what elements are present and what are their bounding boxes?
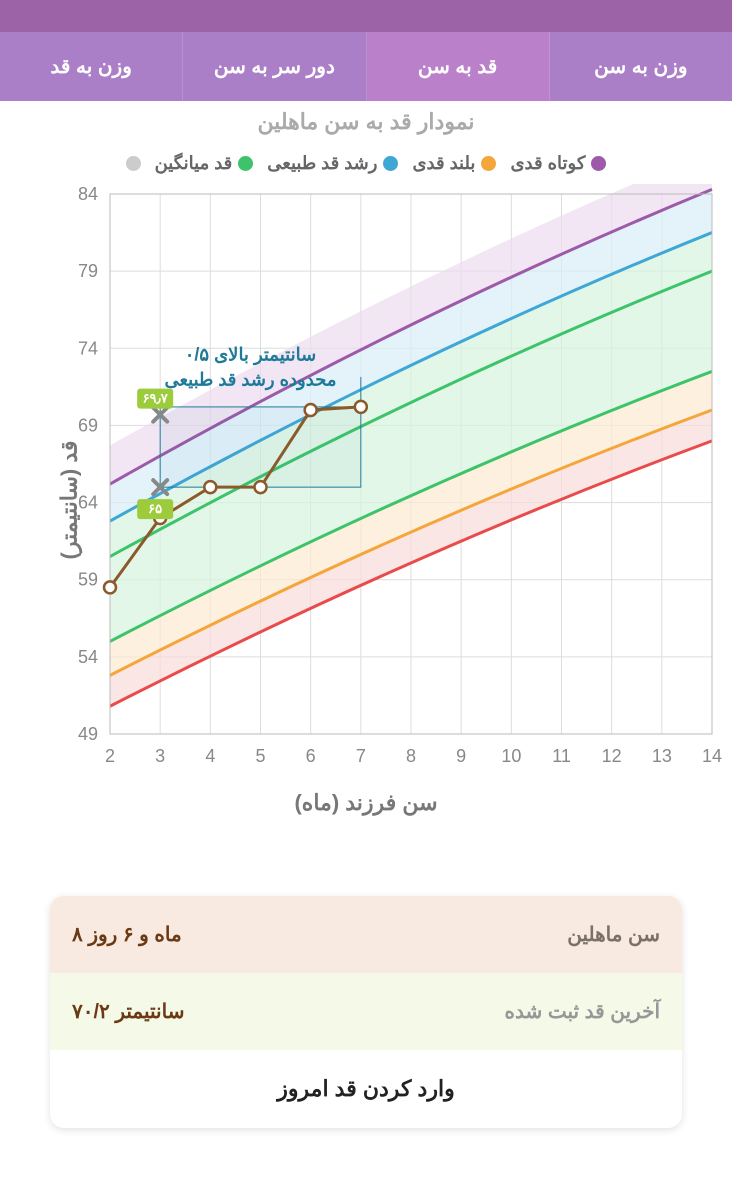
- svg-text:14: 14: [702, 746, 722, 766]
- svg-text:74: 74: [78, 338, 98, 358]
- y-axis-label: قد (سانتیمتر): [56, 441, 82, 560]
- svg-text:10: 10: [501, 746, 521, 766]
- age-value: ۸ ماه و ۶ روز: [72, 922, 182, 947]
- svg-text:11: 11: [552, 746, 571, 766]
- chart-container: قد (سانتیمتر) 49545964697479842345678910…: [0, 184, 732, 816]
- svg-text:6: 6: [306, 746, 316, 766]
- legend-dot-icon: [238, 156, 253, 171]
- status-bar: [0, 0, 732, 32]
- legend-dot-icon: [126, 156, 141, 171]
- legend-item: کوتاه قدی: [510, 153, 606, 174]
- svg-text:۶۵: ۶۵: [148, 501, 162, 516]
- svg-text:4: 4: [205, 746, 215, 766]
- svg-text:3: 3: [155, 746, 165, 766]
- x-axis-label: سن فرزند (ماه): [0, 790, 732, 816]
- svg-text:54: 54: [78, 647, 98, 667]
- svg-text:49: 49: [78, 724, 98, 744]
- svg-text:59: 59: [78, 570, 98, 590]
- legend-dot-icon: [591, 156, 606, 171]
- last-height-label: آخرین قد ثبت شده: [505, 999, 660, 1024]
- tab-weight-age[interactable]: وزن به سن: [550, 32, 732, 101]
- svg-text:13: 13: [652, 746, 672, 766]
- legend-item: بلند قدی: [412, 153, 496, 174]
- age-label: سن ماهلین: [567, 922, 660, 947]
- legend-dot-icon: [481, 156, 496, 171]
- last-height-row: آخرین قد ثبت شده ۷۰/۲ سانتیمتر: [50, 973, 682, 1050]
- tab-weight-height[interactable]: وزن به قد: [0, 32, 183, 101]
- legend-label: قد میانگین: [155, 153, 233, 174]
- chart-title: نمودار قد به سن ماهلین: [0, 109, 732, 135]
- svg-text:79: 79: [78, 261, 98, 281]
- svg-text:2: 2: [105, 746, 115, 766]
- info-card: سن ماهلین ۸ ماه و ۶ روز آخرین قد ثبت شده…: [50, 896, 682, 1128]
- legend-item: رشد قد طبیعی: [267, 153, 398, 174]
- svg-text:8: 8: [406, 746, 416, 766]
- tab-bar: وزن به سن قد به سن دور سر به سن وزن به ق…: [0, 32, 732, 101]
- legend-item: [126, 153, 141, 174]
- last-height-value: ۷۰/۲ سانتیمتر: [72, 999, 184, 1024]
- svg-text:7: 7: [356, 746, 366, 766]
- tab-height-age[interactable]: قد به سن: [367, 32, 550, 101]
- svg-text:69: 69: [78, 415, 98, 435]
- svg-text:84: 84: [78, 184, 98, 204]
- legend-item: قد میانگین: [155, 153, 254, 174]
- growth-chart[interactable]: 4954596469747984234567891011121314۰/۵ سا…: [0, 184, 732, 784]
- age-row: سن ماهلین ۸ ماه و ۶ روز: [50, 896, 682, 973]
- svg-text:5: 5: [255, 746, 265, 766]
- svg-text:محدوده رشد قد طبیعی: محدوده رشد قد طبیعی: [164, 369, 336, 390]
- legend: کوتاه قدی بلند قدی رشد قد طبیعی قد میانگین: [0, 153, 732, 184]
- legend-label: کوتاه قدی: [510, 153, 585, 174]
- legend-label: بلند قدی: [412, 153, 475, 174]
- svg-text:۶۹٫۷: ۶۹٫۷: [143, 391, 169, 406]
- tab-head-age[interactable]: دور سر به سن: [183, 32, 366, 101]
- svg-text:9: 9: [456, 746, 466, 766]
- svg-text:۰/۵ سانتیمتر بالای: ۰/۵ سانتیمتر بالای: [185, 345, 316, 366]
- legend-label: رشد قد طبیعی: [267, 153, 377, 174]
- enter-height-button[interactable]: وارد کردن قد امروز: [50, 1050, 682, 1128]
- svg-text:12: 12: [602, 746, 622, 766]
- legend-dot-icon: [383, 156, 398, 171]
